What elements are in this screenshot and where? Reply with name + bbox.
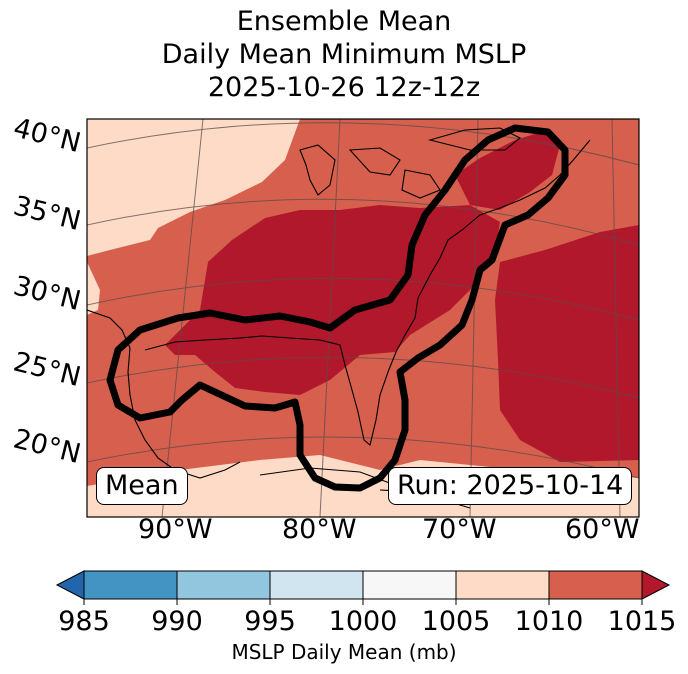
colorbar-segment-1010-1015 bbox=[548, 570, 643, 600]
colorbar-extend-low bbox=[55, 570, 85, 600]
colorbar-tick-1015: 1015 bbox=[607, 606, 677, 637]
lon-label-90w: 90°W bbox=[138, 514, 213, 545]
colorbar-tick-985: 985 bbox=[58, 606, 110, 637]
colorbar-tick-1000: 1000 bbox=[328, 606, 398, 637]
lon-label-60w: 60°W bbox=[565, 514, 640, 545]
pressure-field-above-1015-east bbox=[495, 225, 639, 462]
colorbar-label: MSLP Daily Mean (mb) bbox=[231, 640, 457, 664]
title-line-2: Daily Mean Minimum MSLP bbox=[161, 39, 527, 70]
lon-label-70w: 70°W bbox=[422, 514, 497, 545]
pressure-field-above-1015-north bbox=[455, 130, 560, 210]
title-line-3: 2025-10-26 12z-12z bbox=[207, 72, 481, 103]
pressure-field-above-1015-central bbox=[165, 205, 500, 395]
colorbar-segment-995-1000 bbox=[269, 570, 364, 600]
pressure-field-1005-1010-north bbox=[87, 119, 300, 256]
colorbar bbox=[55, 570, 671, 605]
colorbar-segment-1005-1010 bbox=[455, 570, 550, 600]
ensemble-outline bbox=[106, 124, 569, 492]
pressure-field-1005-1010-west bbox=[87, 262, 100, 315]
colorbar-tick-1005: 1005 bbox=[421, 606, 491, 637]
title-line-1: Ensemble Mean bbox=[236, 6, 452, 37]
colorbar-segment-1000-1005 bbox=[362, 570, 457, 600]
colorbar-segment-985-990 bbox=[83, 570, 178, 600]
graticule bbox=[87, 119, 639, 517]
colorbar-tick-995: 995 bbox=[244, 606, 296, 637]
colorbar-segment-990-995 bbox=[176, 570, 271, 600]
colorbar-extend-high bbox=[641, 570, 671, 600]
colorbar-tick-990: 990 bbox=[151, 606, 203, 637]
lon-label-80w: 80°W bbox=[282, 514, 357, 545]
run-date-box: Run: 2025-10-14 bbox=[388, 467, 633, 505]
colorbar-tick-1010: 1010 bbox=[514, 606, 584, 637]
mean-label-box: Mean bbox=[96, 467, 188, 505]
